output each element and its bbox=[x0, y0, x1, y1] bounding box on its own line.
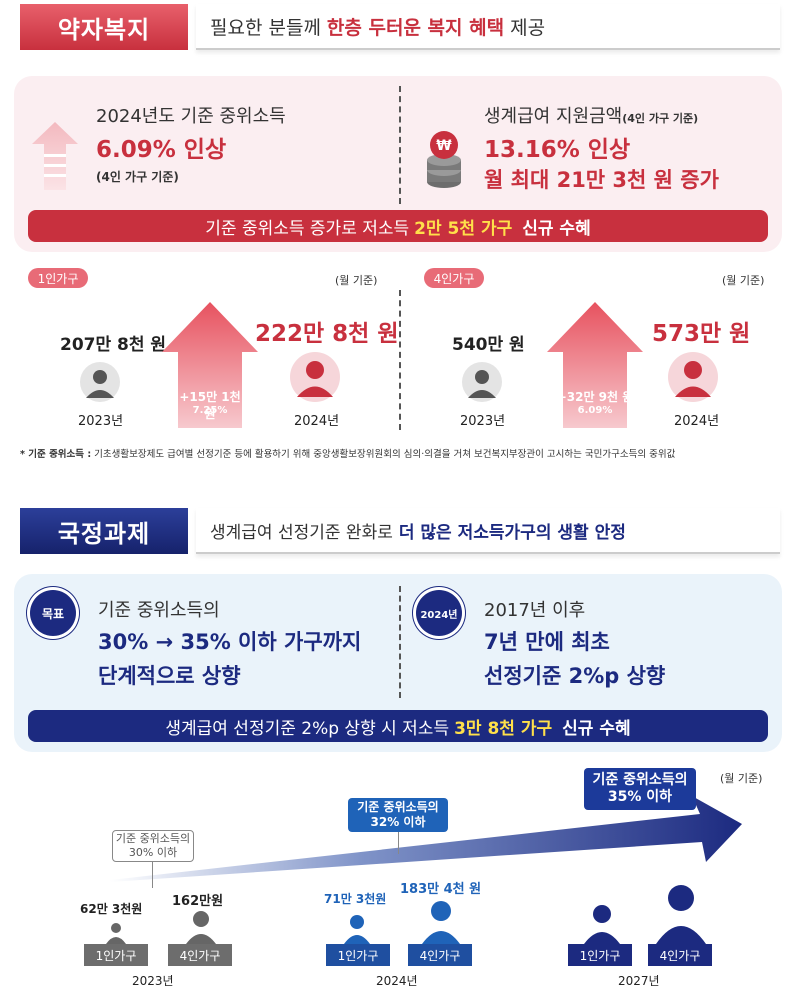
2027-one-tag: 1인가구 bbox=[568, 944, 632, 966]
2024-one-tag: 1인가구 bbox=[326, 944, 390, 966]
growth-arrow-icon bbox=[110, 796, 742, 882]
coin-stack-icon: ₩ bbox=[427, 131, 461, 188]
person-grey-icon bbox=[186, 911, 216, 944]
label-2027-threshold: 기준 중위소득의 35% 이하 bbox=[584, 768, 696, 810]
2023-one-tag: 1인가구 bbox=[84, 944, 148, 966]
2024-four-tag: 4인가구 bbox=[408, 944, 472, 966]
goal-line1: 기준 중위소득의 bbox=[98, 600, 220, 621]
person-red-icon bbox=[668, 352, 718, 402]
livelihood-label: 생계급여 지원금액(4인 가구 기준) bbox=[484, 106, 699, 127]
up-arrow-icon bbox=[32, 122, 78, 190]
year-line2: 7년 만에 최초 bbox=[484, 630, 610, 654]
label-2024-threshold: 기준 중위소득의 32% 이하 bbox=[348, 798, 448, 832]
person-small-grey-icon bbox=[106, 923, 126, 944]
person-large-navy-icon bbox=[656, 885, 706, 944]
2023-four-tag: 4인가구 bbox=[168, 944, 232, 966]
welfare-tag: 약자복지 bbox=[20, 4, 188, 50]
goal-line2: 30% → 35% 이하 가구까지 bbox=[98, 630, 362, 654]
connector-line bbox=[152, 862, 153, 888]
2024-year: 2024년 bbox=[376, 974, 418, 988]
four-year-after: 2024년 bbox=[674, 414, 720, 429]
median-income-basis: (4인 가구 기준) bbox=[96, 170, 179, 184]
2024-one-amount: 71만 3천원 bbox=[324, 892, 387, 906]
welfare-benefit-bar: 기준 중위소득 증가로 저소득 2만 5천 가구 신규 수혜 bbox=[28, 210, 768, 242]
pill-four-person: 4인가구 bbox=[424, 268, 484, 288]
2023-one-amount: 62만 3천원 bbox=[80, 902, 143, 916]
person-grey-icon bbox=[80, 362, 120, 402]
connector-line bbox=[398, 832, 399, 854]
national-benefit-bar: 생계급여 선정기준 2%p 상향 시 저소득 3만 8천 가구 신규 수혜 bbox=[28, 710, 768, 742]
person-red-icon bbox=[290, 352, 340, 402]
national-title-highlight: 더 많은 저소득가구의 생활 안정 bbox=[398, 522, 626, 543]
four-basis: (월 기준) bbox=[722, 274, 765, 287]
svg-text:₩: ₩ bbox=[436, 138, 452, 154]
person-navy-icon bbox=[584, 905, 620, 944]
2024-four-amount: 183만 4천 원 bbox=[400, 882, 482, 897]
panel-divider bbox=[399, 86, 401, 204]
livelihood-increase: 월 최대 21만 3천 원 증가 bbox=[484, 168, 719, 192]
pill-one-person: 1인가구 bbox=[28, 268, 88, 288]
2027-year: 2027년 bbox=[618, 974, 660, 988]
one-increase-rate: 7.25% bbox=[192, 405, 228, 416]
one-year-after: 2024년 bbox=[294, 414, 340, 429]
label-2023-threshold: 기준 중위소득의 30% 이하 bbox=[112, 830, 194, 862]
increase-house-arrow-icon bbox=[547, 302, 643, 428]
one-basis: (월 기준) bbox=[335, 274, 378, 287]
person-grey-icon bbox=[462, 362, 502, 402]
national-title: 생계급여 선정기준 완화로 더 많은 저소득가구의 생활 안정 bbox=[196, 508, 780, 554]
four-increase-amount: +32만 9천 원 bbox=[556, 390, 634, 404]
welfare-title-highlight: 한층 두터운 복지 혜택 bbox=[326, 16, 505, 39]
person-blue-icon bbox=[422, 901, 460, 944]
year-line1: 2017년 이후 bbox=[484, 600, 586, 621]
four-increase-rate: 6.09% bbox=[577, 405, 613, 416]
median-income-rate: 6.09% 인상 bbox=[96, 137, 227, 163]
timeline-basis: (월 기준) bbox=[720, 772, 763, 785]
household-divider bbox=[399, 290, 401, 430]
goal-badge: 목표 bbox=[30, 590, 76, 636]
livelihood-rate: 13.16% 인상 bbox=[484, 137, 631, 163]
one-increase-amount: +15만 1천 원 bbox=[179, 390, 241, 421]
national-header: 국정과제 생계급여 선정기준 완화로 더 많은 저소득가구의 생활 안정 bbox=[20, 508, 780, 554]
footnote: * 기준 중위소득 : 기초생활보장제도 급여별 선정기준 등에 활용하기 위해… bbox=[20, 449, 676, 460]
person-small-blue-icon bbox=[344, 915, 370, 944]
2023-year: 2023년 bbox=[132, 974, 174, 988]
four-before-amount: 540만 원 bbox=[452, 335, 525, 355]
four-year-before: 2023년 bbox=[460, 414, 506, 429]
median-income-label: 2024년도 기준 중위소득 bbox=[96, 106, 286, 127]
increase-house-arrow-icon bbox=[162, 302, 258, 428]
welfare-title: 필요한 분들께 한층 두터운 복지 혜택 제공 bbox=[196, 4, 780, 50]
goal-line3: 단계적으로 상향 bbox=[98, 664, 241, 688]
year-badge: 2024년 bbox=[416, 590, 462, 636]
year-line3: 선정기준 2%p 상향 bbox=[484, 664, 666, 688]
panel-divider bbox=[399, 586, 401, 698]
one-after-amount: 222만 8천 원 bbox=[255, 321, 399, 347]
one-before-amount: 207만 8천 원 bbox=[60, 335, 167, 355]
welfare-header: 약자복지 필요한 분들께 한층 두터운 복지 혜택 제공 bbox=[20, 4, 780, 50]
2023-four-amount: 162만원 bbox=[172, 894, 224, 909]
four-after-amount: 573만 원 bbox=[652, 321, 751, 347]
national-tag: 국정과제 bbox=[20, 508, 188, 554]
one-year-before: 2023년 bbox=[78, 414, 124, 429]
2027-four-tag: 4인가구 bbox=[648, 944, 712, 966]
